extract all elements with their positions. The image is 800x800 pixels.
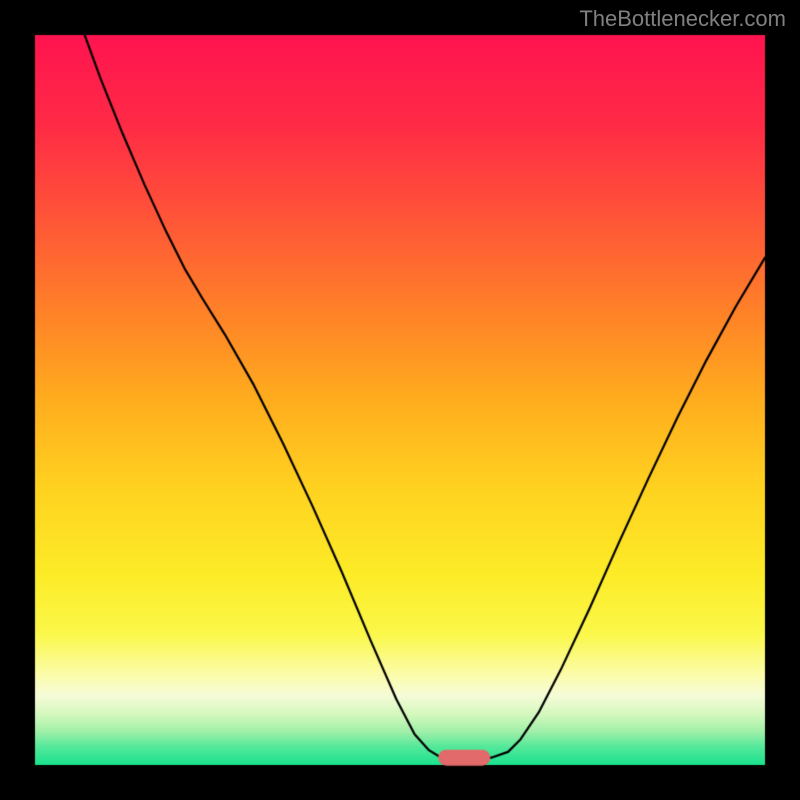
bottleneck-chart-canvas xyxy=(0,0,800,800)
chart-container: TheBottlenecker.com xyxy=(0,0,800,800)
watermark-text: TheBottlenecker.com xyxy=(579,6,786,32)
